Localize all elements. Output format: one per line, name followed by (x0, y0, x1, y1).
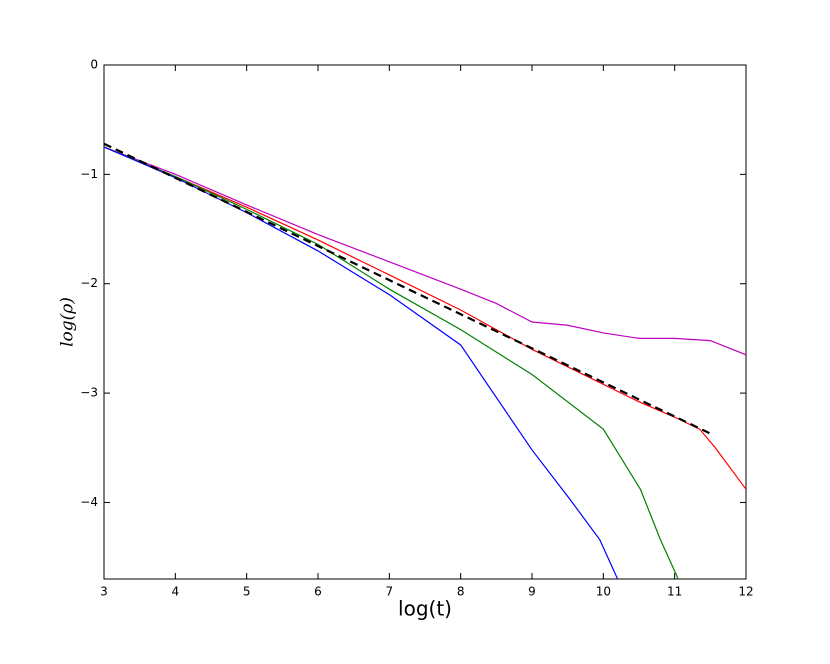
series-line (104, 146, 679, 579)
x-tick-label: 6 (314, 585, 322, 599)
x-tick-label: 7 (386, 585, 394, 599)
x-tick-label: 9 (528, 585, 536, 599)
x-tick-label: 12 (738, 585, 753, 599)
fit-line (104, 142, 711, 435)
y-tick-label: −1 (80, 167, 98, 181)
y-tick-label: −3 (80, 386, 98, 400)
y-tick-label: −4 (80, 495, 98, 509)
x-tick-label: 11 (667, 585, 682, 599)
series-line (104, 146, 746, 356)
y-tick-label: 0 (90, 58, 98, 72)
x-axis-label: log(t) (398, 597, 452, 621)
x-tick-label: 4 (172, 585, 180, 599)
x-tick-label: 3 (100, 585, 108, 599)
plot-frame (103, 64, 747, 580)
x-tick-label: 5 (243, 585, 251, 599)
x-tick-label: 8 (457, 585, 465, 599)
y-tick-label: −2 (80, 276, 98, 290)
y-axis-label: log(ρ) (58, 297, 78, 347)
x-tick-label: 10 (596, 585, 611, 599)
plot-area (104, 142, 746, 579)
